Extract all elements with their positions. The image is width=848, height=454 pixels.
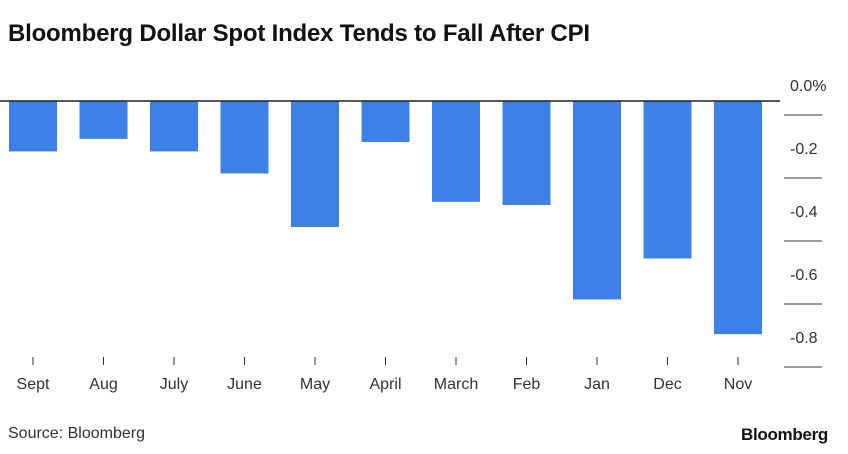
bloomberg-logo: Bloomberg	[740, 425, 828, 444]
x-tick-label: Nov	[724, 376, 752, 393]
bar-sept	[9, 101, 57, 152]
y-tick-label: -0.4	[790, 204, 818, 221]
y-tick-label: -0.6	[790, 267, 818, 284]
chart-title: Bloomberg Dollar Spot Index Tends to Fal…	[8, 20, 590, 47]
bar-march	[432, 101, 480, 202]
bar-july	[150, 101, 198, 152]
bar-feb	[502, 101, 551, 205]
bar-june	[220, 101, 269, 174]
bar-april	[361, 101, 410, 142]
x-tick-label: May	[300, 376, 330, 393]
source-note: Source: Bloomberg	[8, 425, 145, 442]
bar-dec	[643, 101, 692, 259]
x-tick-label: July	[160, 376, 188, 393]
x-tick-label: March	[434, 376, 478, 393]
bar-jan	[573, 101, 621, 300]
x-tick-label: Jan	[584, 376, 610, 393]
y-tick-label: -0.8	[790, 330, 818, 347]
x-tick-label: April	[369, 376, 401, 393]
x-tick-label: Feb	[513, 376, 541, 393]
bar-may	[291, 101, 339, 227]
x-tick-label: Aug	[89, 376, 117, 393]
y-tick-label: -0.2	[790, 141, 818, 158]
x-tick-label: June	[227, 376, 262, 393]
x-tick-label: Sept	[17, 376, 50, 393]
bar-aug	[79, 101, 128, 139]
x-tick-label: Dec	[653, 376, 681, 393]
y-tick-label: 0.0%	[790, 78, 826, 95]
bar-nov	[714, 101, 762, 335]
